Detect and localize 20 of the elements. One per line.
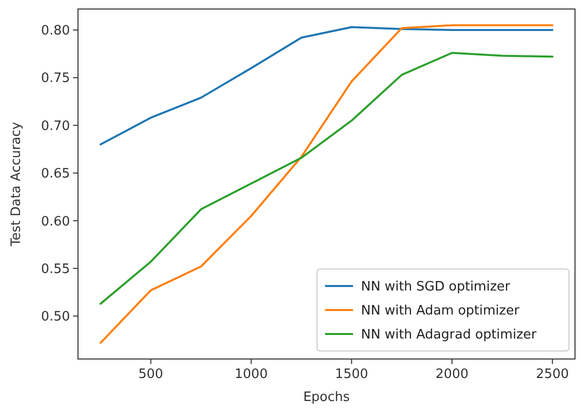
x-tick-label: 500 [138, 367, 164, 382]
legend-label: NN with Adam optimizer [361, 304, 520, 319]
legend-label: NN with Adagrad optimizer [361, 328, 538, 343]
x-tick-label: 2000 [435, 367, 469, 382]
legend-label: NN with SGD optimizer [361, 280, 511, 295]
line-series [100, 52, 554, 305]
y-tick-label: 0.60 [41, 214, 70, 230]
line-series [100, 26, 554, 146]
y-tick-label: 0.70 [41, 118, 70, 134]
x-tick-label: 2500 [536, 367, 569, 382]
y-tick-label: 0.80 [41, 24, 70, 39]
line-series [100, 24, 554, 344]
y-axis-title: Test Data Accuracy [9, 122, 24, 248]
y-tick-label: 0.50 [41, 310, 70, 325]
y-tick-label: 0.55 [41, 262, 70, 277]
x-tick-label: 1500 [335, 367, 368, 382]
x-tick-label: 1000 [234, 367, 268, 382]
x-axis-title: Epochs [303, 390, 350, 405]
y-tick-label: 0.65 [41, 166, 70, 182]
y-tick-label: 0.75 [41, 71, 70, 86]
